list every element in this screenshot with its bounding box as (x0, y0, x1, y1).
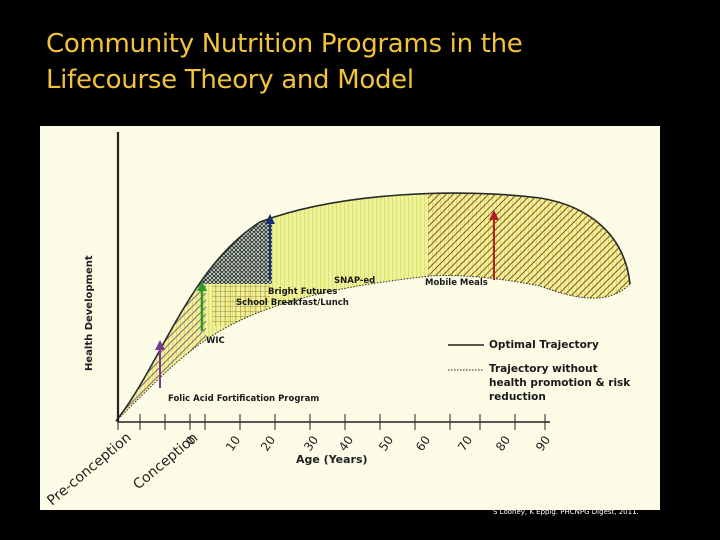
citation: S Looney, K Eppig. PHCNPG Digest, 2011. (493, 508, 639, 516)
label-folic-acid: Folic Acid Fortification Program (168, 394, 319, 404)
label-mobile-meals: Mobile Meals (425, 278, 488, 288)
legend-without-line3: reduction (489, 391, 546, 403)
label-school-meals: School Breakfast/Lunch (236, 298, 349, 308)
y-axis-label: Health Development (84, 255, 95, 371)
label-snap-ed: SNAP-ed (334, 276, 375, 286)
wic-arrowhead (197, 281, 207, 291)
folic-acid-arrowhead (155, 340, 165, 350)
intervention-arrows (155, 210, 499, 388)
slide-title: Community Nutrition Programs in the Life… (46, 26, 523, 98)
x-axis-ticks (117, 414, 546, 430)
label-wic: WIC (206, 336, 225, 346)
diagram-background (40, 126, 660, 510)
legend-without-line2: health promotion & risk (489, 377, 631, 389)
label-bright-futures: Bright Futures (268, 287, 337, 297)
slide-title-line2: Lifecourse Theory and Model (46, 65, 414, 95)
mobile-meals-arrowhead (489, 210, 499, 220)
optimal-trajectory-curve (115, 192, 631, 422)
legend-without-line1: Trajectory without (489, 363, 598, 375)
slide-title-line1: Community Nutrition Programs in the (46, 29, 523, 59)
lifecourse-diagram: Health Development Pre-conception Concep… (40, 126, 660, 510)
legend-optimal-label: Optimal Trajectory (489, 339, 599, 351)
legend: Optimal Trajectory Trajectory without he… (448, 339, 631, 403)
bright-futures-arrowhead (265, 214, 275, 224)
x-axis-label: Age (Years) (296, 453, 368, 466)
program-labels: Folic Acid Fortification Program WIC Bri… (168, 276, 488, 404)
